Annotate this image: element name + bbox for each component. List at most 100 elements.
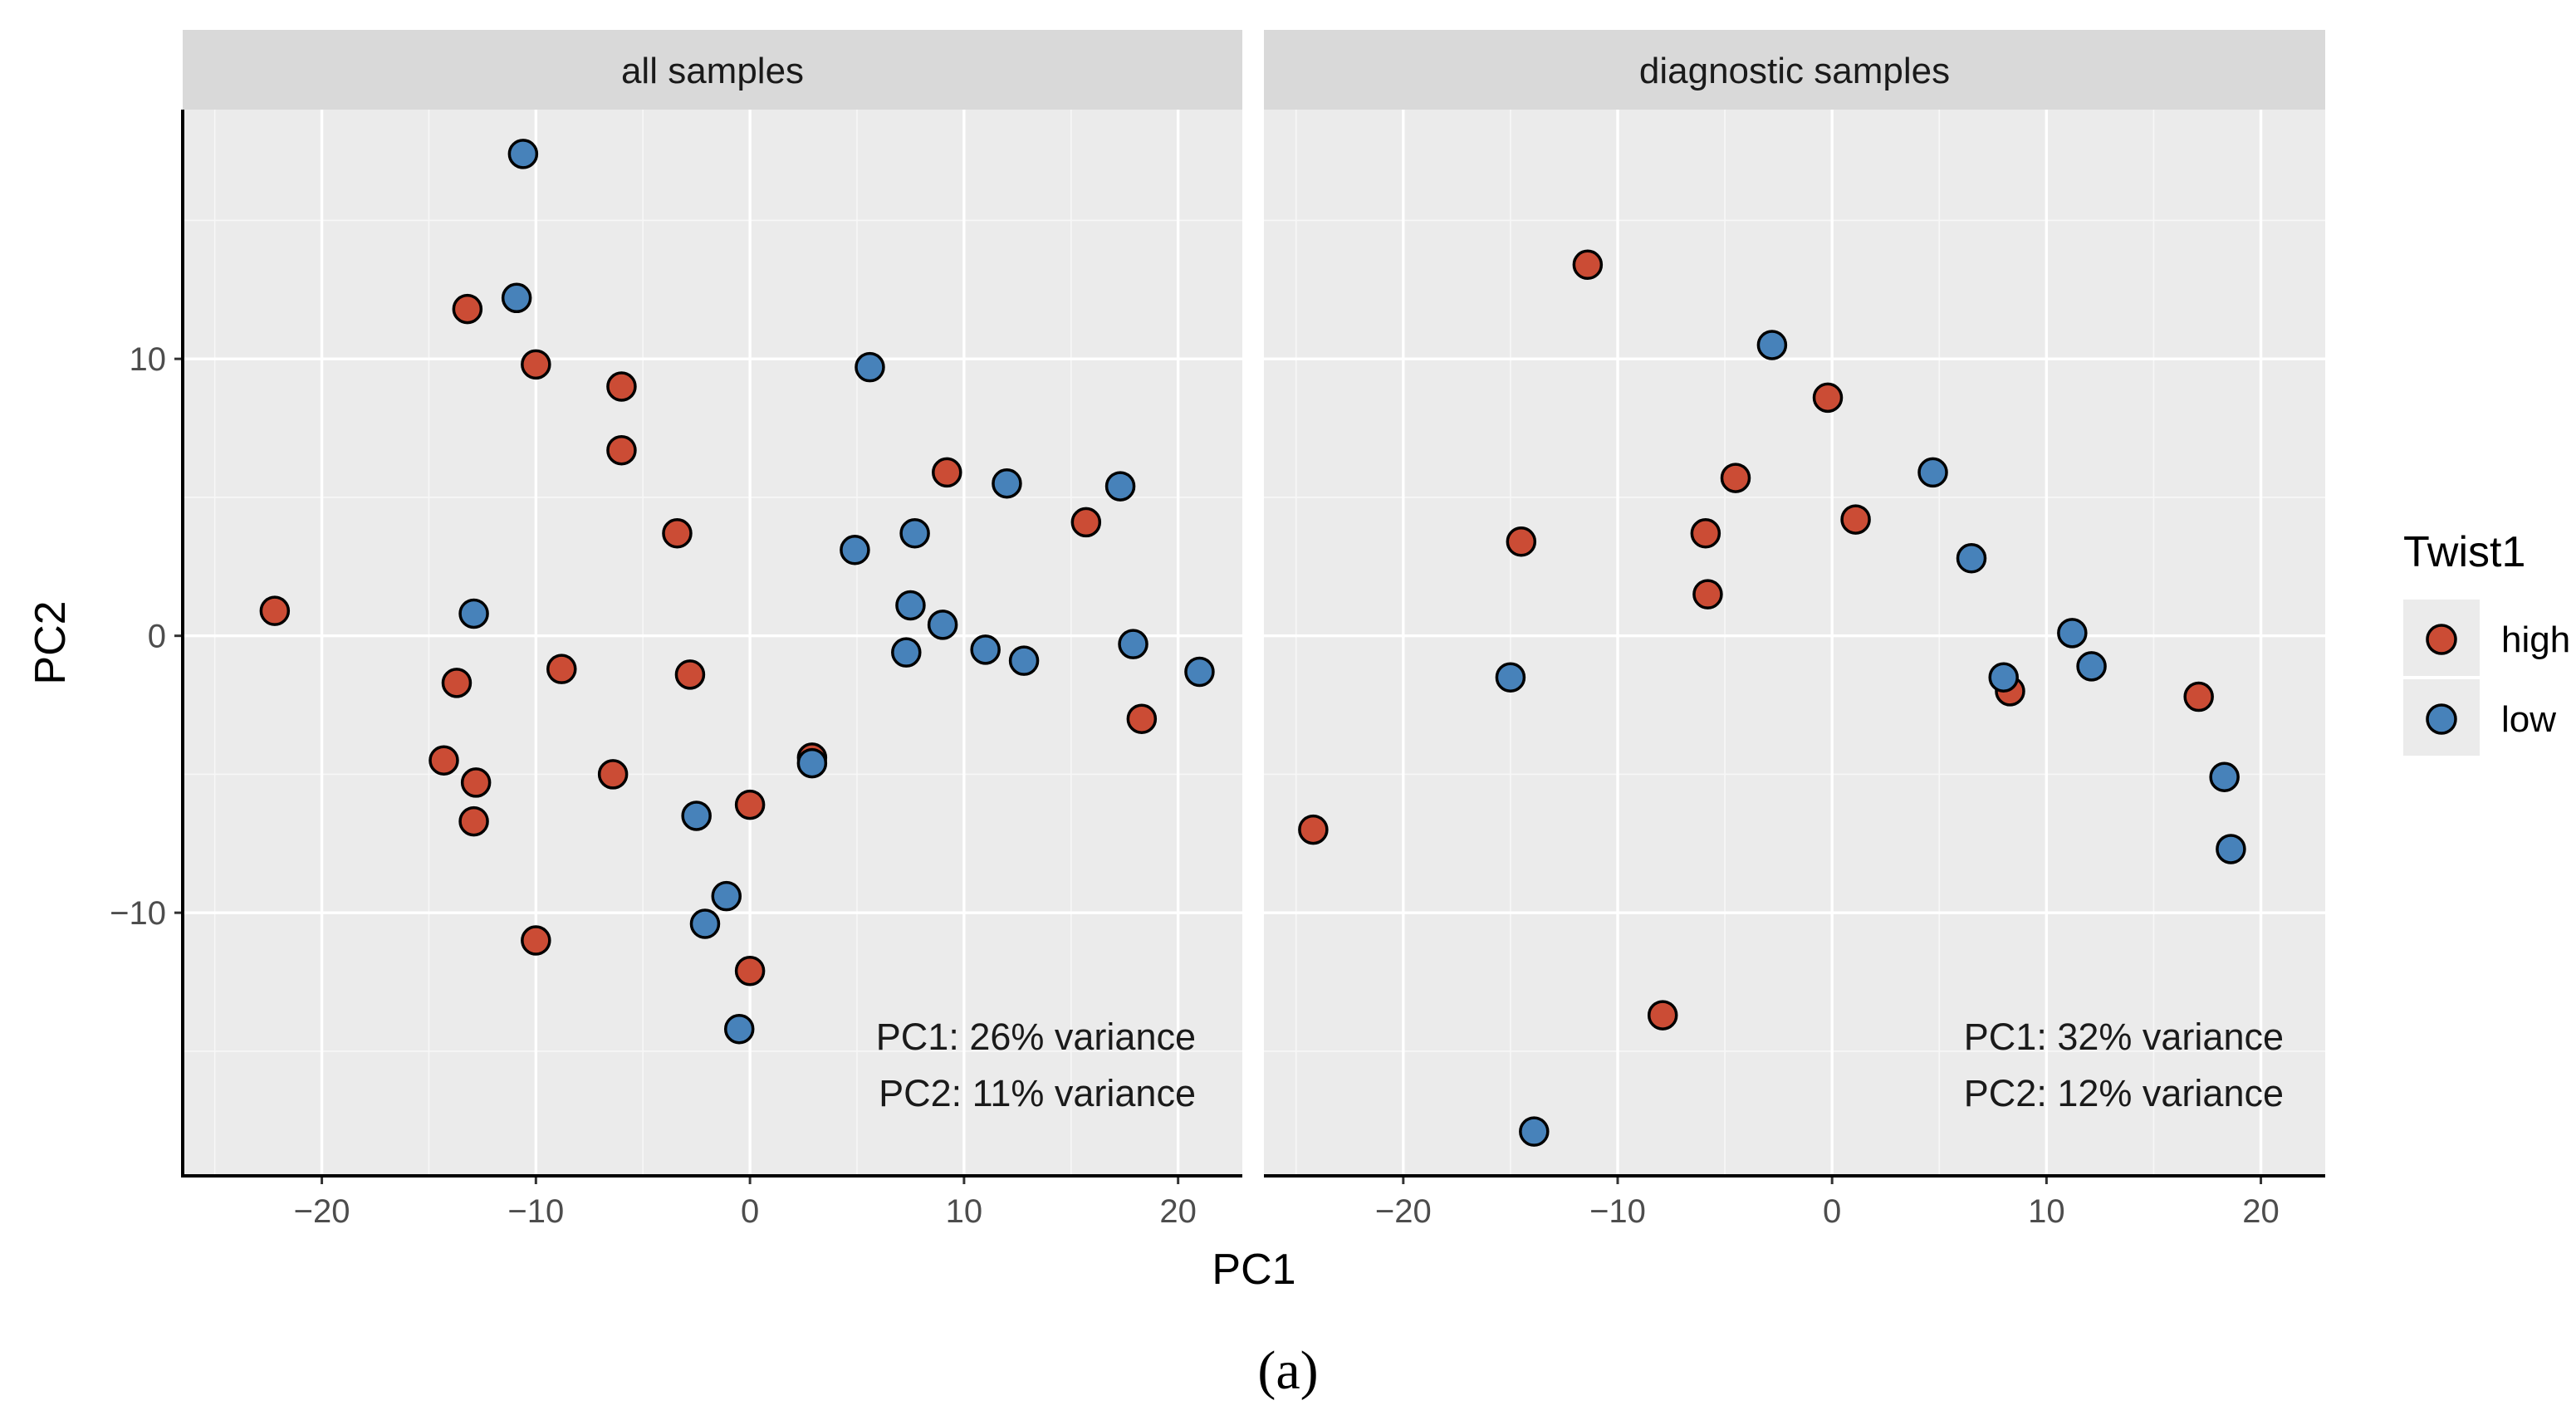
point-high [1647, 1000, 1678, 1031]
point-low [681, 801, 712, 831]
point-low [1184, 656, 1215, 688]
point-low [899, 518, 930, 549]
point-low [1756, 330, 1788, 360]
point-low [689, 908, 721, 939]
y-axis-title: PC2 [27, 600, 75, 684]
point-high [2183, 681, 2214, 712]
x-tick-label: 10 [946, 1193, 983, 1230]
scatter-points [1298, 249, 2246, 1147]
point-high [1572, 249, 1604, 281]
point-high [441, 668, 473, 698]
point-high [521, 349, 551, 380]
point-low [1495, 662, 1526, 693]
point-high [1126, 703, 1158, 734]
y-tick-label: −10 [110, 895, 166, 932]
point-low [2076, 651, 2107, 682]
point-high [932, 457, 962, 488]
point-high [452, 293, 483, 325]
point-high [734, 955, 766, 987]
point-low [1104, 471, 1136, 502]
legend-title: Twist1 [2403, 528, 2525, 576]
point-high [734, 789, 766, 820]
strip-background [1264, 30, 2325, 110]
y-tick-label: 10 [130, 341, 167, 378]
point-low [2209, 761, 2240, 793]
point-low [1519, 1116, 1550, 1147]
point-low [855, 351, 885, 383]
point-high [1298, 814, 1329, 845]
point-high [662, 518, 693, 549]
point-low [796, 747, 828, 779]
strip-label: all samples [621, 51, 804, 91]
pc1-variance-annotation: PC1: 26% variance [876, 1016, 1196, 1058]
x-tick-label: −10 [507, 1193, 564, 1230]
plot-background [183, 110, 1242, 1176]
point-low [992, 468, 1022, 499]
plot-background [1264, 110, 2325, 1176]
point-high [674, 659, 706, 690]
pc2-variance-annotation: PC2: 11% variance [879, 1072, 1196, 1114]
point-low [2216, 834, 2246, 864]
point-high [458, 805, 489, 837]
point-low [711, 880, 742, 912]
figure-caption: (a) [1257, 1340, 1318, 1401]
point-high [429, 745, 459, 776]
x-tick-label: 0 [1823, 1193, 1841, 1230]
strip-label: diagnostic samples [1639, 51, 1950, 91]
x-tick-label: −20 [294, 1193, 350, 1230]
point-low [895, 590, 926, 621]
point-high [1692, 579, 1723, 610]
point-low [1118, 629, 1148, 659]
y-tick-labels: −10 0 10 [110, 341, 183, 932]
point-low [458, 598, 489, 629]
x-axis-title: PC1 [1212, 1246, 1295, 1294]
point-high [606, 434, 637, 466]
pc2-variance-annotation: PC2: 12% variance [1964, 1072, 2284, 1114]
point-low [891, 637, 922, 668]
x-tick-label: 0 [741, 1193, 759, 1230]
point-low [2057, 618, 2088, 649]
point-high [1690, 518, 1721, 549]
strip-background [183, 30, 1242, 110]
point-high [1812, 382, 1844, 414]
point-high [1840, 504, 1871, 535]
point-low [970, 634, 1001, 665]
x-tick-label: 10 [2028, 1193, 2065, 1230]
point-high [460, 767, 492, 798]
legend: Twist1 high low [2403, 528, 2570, 756]
legend-label-low: low [2501, 699, 2556, 740]
grid-lines [183, 110, 1242, 1176]
point-low [1988, 662, 2019, 693]
x-tick-labels: −20 −10 0 10 20 [1375, 1176, 2280, 1230]
x-tick-label: 20 [2242, 1193, 2280, 1230]
point-low [501, 282, 532, 314]
point-low [507, 139, 539, 169]
legend-marker-low [2426, 703, 2457, 735]
point-high [597, 759, 629, 790]
x-tick-label: −20 [1375, 1193, 1432, 1230]
panel-all-samples: all samples −20 −10 0 10 20 −10 0 10 PC1: 26% … [110, 30, 1242, 1230]
x-tick-labels: −20 −10 0 10 20 [294, 1176, 1197, 1230]
legend-marker-high [2426, 624, 2457, 655]
point-low [1956, 543, 1987, 574]
point-low [723, 1013, 755, 1045]
panel-diagnostic-samples: diagnostic samples −20 −10 0 10 20 PC1: 32% … [1264, 30, 2325, 1230]
pc1-variance-annotation: PC1: 32% variance [1964, 1016, 2284, 1058]
y-tick-label: 0 [148, 619, 166, 655]
point-high [521, 925, 551, 956]
point-high [606, 371, 637, 402]
point-high [259, 595, 291, 626]
point-high [1070, 507, 1102, 538]
grid-lines [1264, 110, 2325, 1176]
point-high [546, 654, 577, 684]
legend-label-high: high [2501, 619, 2570, 660]
x-tick-label: −10 [1589, 1193, 1646, 1230]
point-low [840, 535, 870, 566]
point-low [1917, 457, 1948, 488]
x-tick-label: 20 [1159, 1193, 1197, 1230]
point-high [1506, 526, 1537, 557]
point-high [1720, 463, 1751, 493]
scatter-points [259, 139, 1215, 1045]
point-low [927, 610, 958, 640]
